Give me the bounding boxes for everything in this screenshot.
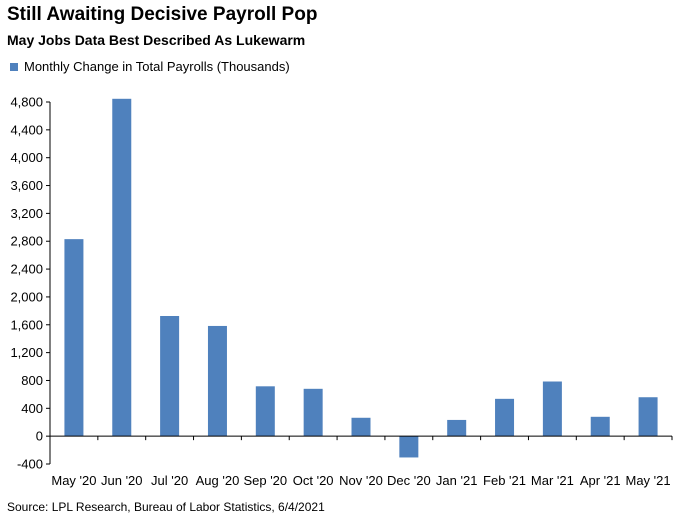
y-tick-label: 4,000	[10, 150, 43, 165]
bar	[112, 98, 132, 437]
legend-label: Monthly Change in Total Payrolls (Thousa…	[24, 59, 290, 74]
source-note: Source: LPL Research, Bureau of Labor St…	[7, 500, 325, 514]
y-tick-label: 4,800	[10, 95, 43, 110]
bar	[590, 416, 610, 437]
y-tick-label: 2,400	[10, 262, 43, 277]
bar	[207, 325, 227, 437]
x-tick-label: Aug '20	[196, 473, 240, 488]
legend: Monthly Change in Total Payrolls (Thousa…	[10, 59, 290, 74]
bar	[638, 397, 658, 437]
y-tick-label: 1,600	[10, 317, 43, 332]
y-tick-label: 800	[21, 373, 43, 388]
chart-subtitle: May Jobs Data Best Described As Lukewarm	[7, 32, 306, 48]
x-tick-label: Dec '20	[387, 473, 431, 488]
x-tick-label: Jun '20	[101, 473, 143, 488]
x-tick-label: Oct '20	[293, 473, 334, 488]
y-tick-label: 0	[36, 429, 43, 444]
x-tick-label: Nov '20	[339, 473, 383, 488]
legend-swatch	[10, 62, 18, 71]
x-tick-label: Sep '20	[243, 473, 287, 488]
x-tick-label: May '21	[626, 473, 671, 488]
y-tick-label: 2,000	[10, 289, 43, 304]
y-tick-label: 3,200	[10, 206, 43, 221]
bar	[351, 417, 371, 437]
x-tick-label: Mar '21	[531, 473, 574, 488]
chart-title: Still Awaiting Decisive Payroll Pop	[7, 4, 318, 25]
x-tick-label: Apr '21	[580, 473, 621, 488]
x-tick-label: Jul '20	[151, 473, 188, 488]
bar	[447, 419, 467, 437]
bar	[160, 315, 180, 437]
x-tick-label: Jan '21	[436, 473, 478, 488]
bar	[255, 386, 275, 437]
x-tick-label: May '20	[51, 473, 96, 488]
bar	[542, 381, 562, 437]
y-tick-label: 400	[21, 401, 43, 416]
x-tick-label: Feb '21	[483, 473, 526, 488]
y-tick-label: 3,600	[10, 178, 43, 193]
y-tick-label: 2,800	[10, 234, 43, 249]
x-axis: May '20 Jun '20 Jul '20 Aug '20 Sep '20 Oct '…	[49, 435, 673, 488]
bar	[64, 239, 84, 437]
bar	[303, 388, 323, 437]
y-axis: -400 0 400 800 1,200 1,600 2,000 2,400 2,800 3,20…	[10, 95, 51, 472]
y-tick-label: 4,400	[10, 122, 43, 137]
y-tick-label: -400	[17, 457, 43, 472]
bar	[399, 436, 419, 458]
bar	[495, 398, 515, 437]
bars	[64, 98, 658, 458]
y-tick-label: 1,200	[10, 345, 43, 360]
